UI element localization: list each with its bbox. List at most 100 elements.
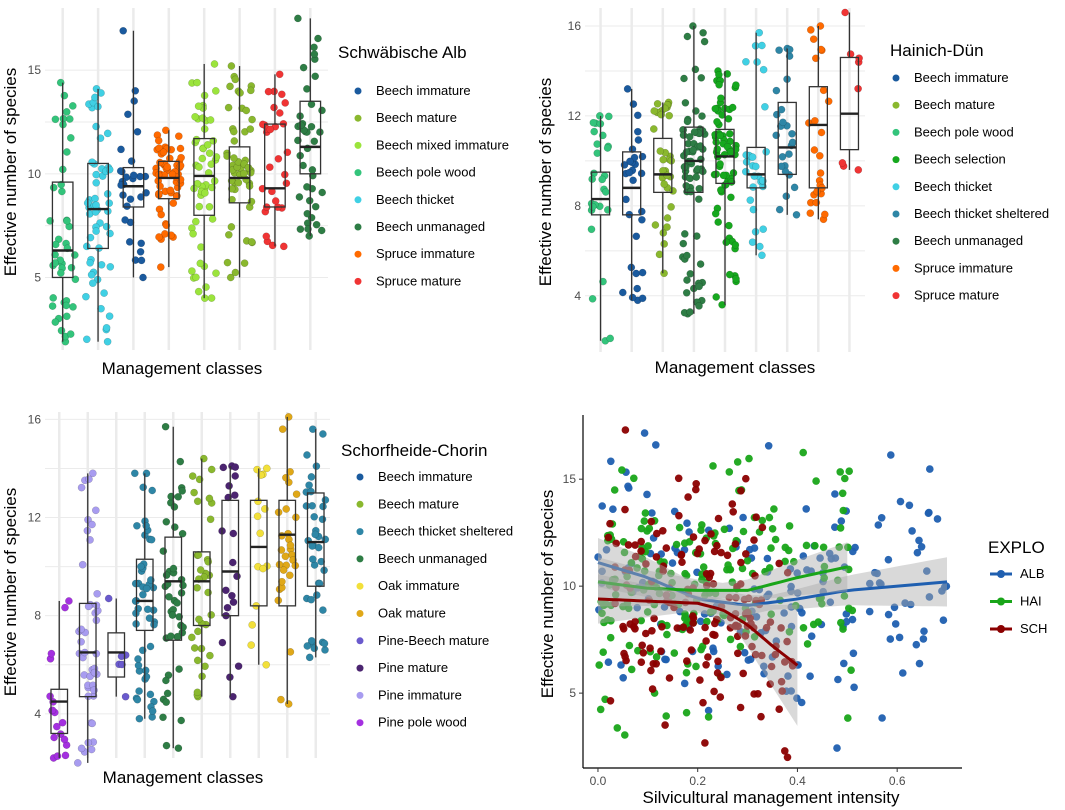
p4-hai-point <box>745 454 753 463</box>
p1-beech-pole-wood-point <box>63 148 71 156</box>
p4-y-axis-title: Effective number of species <box>538 490 557 699</box>
p1-beech-unmanaged-point <box>303 85 311 93</box>
p3-beech-unmanaged-point <box>169 564 178 573</box>
p2-legend-label-beech-immature: Beech immature <box>914 70 1009 85</box>
p1-spruce-mature-box <box>264 123 286 208</box>
p3-pine-immature-box <box>78 602 97 698</box>
p1-beech-thicket-point <box>105 165 114 174</box>
p3-pine-pole-wood-point <box>50 733 58 742</box>
p4-sch-point <box>637 537 645 546</box>
p2-beech-mature-point <box>657 110 666 119</box>
p4-sch-point <box>646 644 654 652</box>
p4-alb-point <box>633 603 641 612</box>
p4-alb-point <box>704 706 713 715</box>
p3-beech-immature-point <box>307 595 316 604</box>
p2-beech-selection-point <box>725 270 734 279</box>
p3-beech-unmanaged-point <box>179 623 187 632</box>
p1-beech-pole-wood-point <box>66 134 75 142</box>
p3-beech-unmanaged-point <box>168 611 177 619</box>
p4-sch-point <box>777 677 786 686</box>
p4-sch-point <box>728 500 737 508</box>
p3-pine-mature-point <box>228 558 237 567</box>
p3-oak-mature-box <box>278 499 297 607</box>
p4-sch-point <box>687 646 696 654</box>
p2-y-tick-label: 16 <box>568 19 582 33</box>
p4-sch-point <box>670 603 678 612</box>
p2-beech-mature-point <box>667 203 675 211</box>
p4-sch-point <box>702 661 710 669</box>
p1-legend-key-beech-thicket <box>354 196 362 204</box>
p2-beech-immature-point <box>633 111 642 120</box>
p2-beech-selection-point <box>732 275 740 283</box>
p4-hai-point <box>668 591 676 600</box>
p3-beech-thicket-sheltered-point <box>131 579 140 588</box>
p2-beech-thicket-point <box>759 225 768 234</box>
p2-beech-thicket-box <box>746 146 766 189</box>
p1-beech-pole-wood-point <box>65 115 74 123</box>
p2-beech-unmanaged-point <box>680 230 689 238</box>
p1-beech-mixed-immature-point <box>188 267 196 275</box>
p3-pine-mature-point <box>229 692 237 701</box>
p4-hai-point <box>699 563 708 571</box>
p2-legend-key-beech-unmanaged <box>892 237 900 245</box>
p2-beech-mature-point <box>665 111 674 120</box>
p2-spruce-immature-point <box>806 209 815 218</box>
p4-sch-point <box>737 558 745 567</box>
p1-beech-mixed-immature-point <box>198 154 207 163</box>
p3-pine-pole-wood-point <box>61 603 69 612</box>
p2-beech-pole-wood-box <box>590 171 611 216</box>
p3-legend-key-oak-mature <box>356 610 364 617</box>
p2-beech-unmanaged-point <box>680 74 688 83</box>
p1-beech-thicket-point <box>92 227 100 235</box>
p4-sch-point <box>777 624 785 632</box>
p1-beech-unmanaged-point <box>297 121 305 130</box>
p4-sch-point <box>689 619 697 627</box>
p3-pine-immature-point <box>73 759 82 767</box>
p2-spruce-mature-box <box>839 56 860 151</box>
p4-hai-point <box>627 559 636 567</box>
p4-alb-point <box>643 490 651 499</box>
p1-y-tick-label: 10 <box>28 167 42 181</box>
p3-beech-mature-point <box>196 566 205 574</box>
p2-spruce-mature-point <box>854 166 863 174</box>
p1-beech-mature-point <box>231 75 240 84</box>
p3-pine-pole-wood-point <box>52 722 61 731</box>
p4-alb-point <box>668 559 677 567</box>
p2-beech-unmanaged-point <box>679 239 688 248</box>
p4-hai-point <box>692 662 700 671</box>
p4-alb-point <box>890 603 899 612</box>
p4-sch-point <box>710 547 719 556</box>
p1-beech-pole-wood-point <box>51 318 60 326</box>
p2-beech-thicket-point <box>761 102 769 111</box>
p4-sch-point <box>658 623 666 631</box>
p4-sch-point <box>731 540 740 548</box>
p1-beech-pole-wood-point <box>57 326 66 335</box>
p3-legend-key-beech-mature <box>356 500 364 508</box>
p4-alb-point <box>760 669 768 678</box>
p3-pine-immature-point <box>85 475 93 484</box>
p1-beech-thicket-point <box>106 229 114 238</box>
p1-beech-unmanaged-point <box>312 220 321 229</box>
p4-sch-point <box>717 673 725 682</box>
p2-beech-pole-wood-point <box>595 112 604 120</box>
p3-oak-mature-point <box>282 505 291 513</box>
p1-beech-unmanaged-point <box>303 183 311 191</box>
p4-alb-point <box>802 505 810 513</box>
p4-sch-point <box>713 541 721 550</box>
p4-sch-point <box>648 627 656 635</box>
p3-beech-thicket-sheltered-point <box>150 620 158 629</box>
p4-hai-point <box>736 642 745 651</box>
p1-beech-mixed-immature-point <box>207 294 216 302</box>
p4-sch-point <box>662 544 671 552</box>
p2-beech-immature-point <box>620 161 629 169</box>
p4-alb-point <box>913 548 922 557</box>
p1-beech-pole-wood-point <box>58 187 66 196</box>
p1-spruce-mature-point <box>281 99 290 107</box>
p4-alb-point <box>915 659 924 668</box>
p3-legend-label-beech-mature: Beech mature <box>378 496 459 511</box>
p3-pine-immature-point <box>88 469 97 478</box>
p3-beech-immature-point <box>319 606 327 614</box>
p4-legend: EXPLO ALB HAI SCH <box>988 538 1047 636</box>
p4-sch-point <box>701 623 709 632</box>
p4-alb-point <box>598 502 606 510</box>
